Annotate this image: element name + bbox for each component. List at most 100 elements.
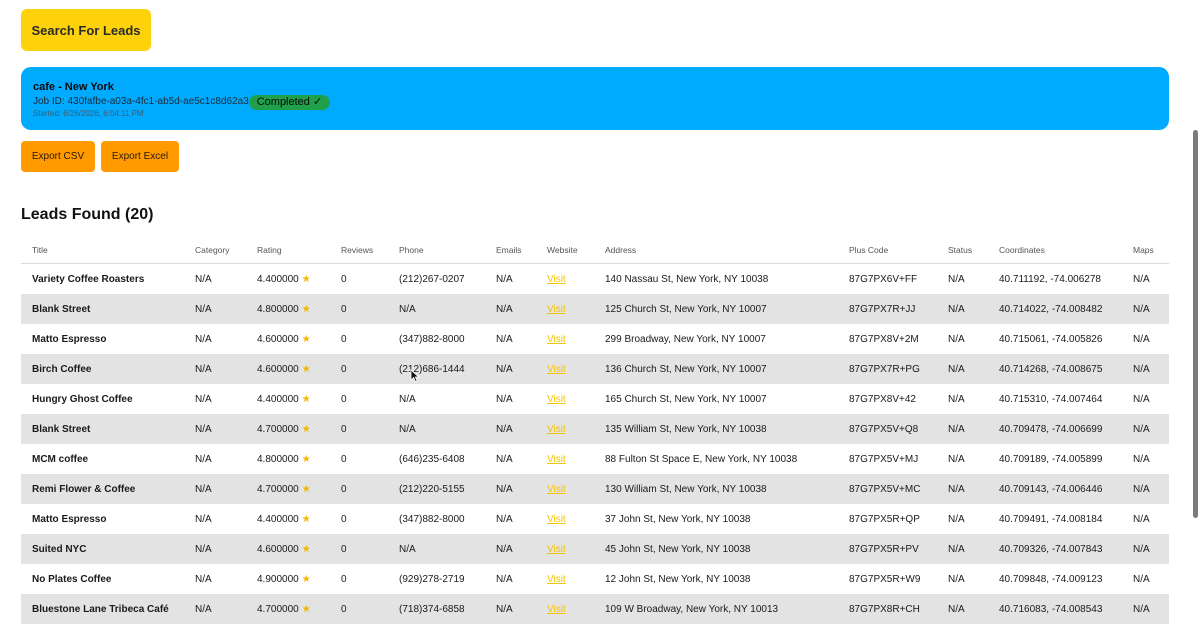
table-row: Blank Street N/A 4.800000 ★ 0 N/A N/A Visit 125 …	[21, 294, 1169, 324]
cell-reviews: 0	[341, 393, 347, 405]
cell-plus-code: 87G7PX7R+PG	[838, 354, 937, 384]
cell-title: Matto Espresso	[32, 513, 107, 525]
cell-plus-code: 87G7PX8V+42	[849, 393, 916, 405]
cell-address: 88 Fulton St Space E, New York, NY 10038	[605, 453, 798, 465]
column-header: Emails	[485, 236, 536, 264]
cell-coordinates: 40.709478, -74.006699	[988, 414, 1122, 444]
cell-phone: (212)220-5155	[388, 474, 485, 504]
scrollbar-thumb[interactable]	[1193, 130, 1198, 518]
cell-title: Matto Espresso	[32, 333, 107, 345]
rating-value: 4.600000	[257, 543, 299, 555]
visit-link[interactable]: Visit	[547, 603, 566, 615]
cell-status: N/A	[937, 354, 988, 384]
table-row: Birch Coffee N/A 4.600000 ★ 0 (212)686-1444 N/…	[21, 354, 1169, 384]
export-excel-button[interactable]: Export Excel	[101, 141, 179, 172]
table-row: MCM coffee N/A 4.800000 ★ 0 (646)235-6408 N/A V…	[21, 444, 1169, 474]
cell-maps: N/A	[1122, 594, 1169, 624]
cell-category: N/A	[195, 513, 212, 525]
cell-coordinates: 40.714268, -74.008675	[988, 354, 1122, 384]
cell-title: Suited NYC	[21, 534, 184, 564]
cell-reviews: 0	[330, 354, 388, 384]
cell-status: N/A	[948, 273, 965, 285]
cell-plus-code: 87G7PX5V+Q8	[838, 414, 937, 444]
visit-link[interactable]: Visit	[547, 453, 566, 465]
leads-table: Title Category Rating Reviews Phone Emails Web…	[21, 236, 1169, 624]
visit-link[interactable]: Visit	[547, 423, 566, 435]
job-id: Job ID: 430fafbe-a03a-4fc1-ab5d-ae5c1c8d…	[33, 96, 249, 107]
column-header: Website	[536, 236, 594, 264]
cell-category: N/A	[195, 393, 212, 405]
visit-link[interactable]: Visit	[547, 363, 566, 375]
cell-reviews: 0	[341, 453, 347, 465]
cell-rating: 4.400000 ★	[246, 384, 330, 414]
cell-rating: 4.600000 ★	[246, 534, 330, 564]
cell-plus-code: 87G7PX5V+MJ	[849, 453, 919, 465]
cell-address: 37 John St, New York, NY 10038	[605, 513, 751, 525]
cell-category: N/A	[184, 354, 246, 384]
cell-category: N/A	[184, 534, 246, 564]
cell-rating: 4.700000 ★	[246, 474, 330, 504]
cell-status: N/A	[937, 294, 988, 324]
column-header: Phone	[388, 236, 485, 264]
cell-category: N/A	[184, 414, 246, 444]
cell-emails: N/A	[496, 273, 513, 285]
cell-phone: (347)882-8000	[399, 333, 465, 345]
cell-emails: N/A	[496, 573, 513, 585]
job-started-time: Started: 6/26/2026, 6:04:11 PM	[33, 109, 144, 118]
cell-coordinates: 40.709326, -74.007843	[988, 534, 1122, 564]
visit-link[interactable]: Visit	[547, 303, 566, 315]
visit-link[interactable]: Visit	[547, 513, 566, 525]
cell-phone: (929)278-2719	[399, 573, 465, 585]
star-icon: ★	[301, 393, 311, 405]
cell-title: Hungry Ghost Coffee	[32, 393, 133, 405]
cell-emails: N/A	[485, 474, 536, 504]
scrollbar[interactable]	[1192, 0, 1200, 630]
cell-address: 299 Broadway, New York, NY 10007	[605, 333, 766, 345]
visit-link[interactable]: Visit	[547, 483, 566, 495]
cell-maps: N/A	[1133, 513, 1150, 525]
rating-value: 4.800000	[257, 303, 299, 315]
star-icon: ★	[301, 603, 311, 615]
cell-reviews: 0	[330, 474, 388, 504]
star-icon: ★	[301, 513, 311, 525]
cell-website: Visit	[536, 564, 594, 594]
cell-title: No Plates Coffee	[32, 573, 112, 585]
visit-link[interactable]: Visit	[547, 543, 566, 555]
cell-reviews: 0	[341, 513, 347, 525]
star-icon: ★	[301, 273, 311, 285]
search-for-leads-button[interactable]: Search For Leads	[21, 9, 151, 51]
cell-website: Visit	[536, 474, 594, 504]
star-icon: ★	[301, 363, 311, 375]
cell-reviews: 0	[330, 294, 388, 324]
cell-website: Visit	[536, 444, 594, 474]
cell-title: Variety Coffee Roasters	[32, 273, 145, 285]
column-header: Maps	[1122, 236, 1169, 264]
mouse-pointer-icon	[410, 369, 420, 383]
visit-link[interactable]: Visit	[547, 573, 566, 585]
cell-rating: 4.600000 ★	[246, 354, 330, 384]
visit-link[interactable]: Visit	[547, 333, 566, 345]
cell-maps: N/A	[1122, 354, 1169, 384]
cell-website: Visit	[536, 264, 594, 295]
cell-emails: N/A	[485, 414, 536, 444]
cell-maps: N/A	[1133, 573, 1150, 585]
column-header: Category	[184, 236, 246, 264]
star-icon: ★	[301, 333, 311, 345]
cell-website: Visit	[536, 294, 594, 324]
star-icon: ★	[301, 303, 311, 315]
cell-maps: N/A	[1122, 534, 1169, 564]
cell-plus-code: 87G7PX6V+FF	[849, 273, 918, 285]
cell-website: Visit	[536, 594, 594, 624]
cell-rating: 4.400000 ★	[246, 264, 330, 295]
visit-link[interactable]: Visit	[547, 393, 566, 405]
cell-plus-code: 87G7PX5R+PV	[838, 534, 937, 564]
cell-phone: (718)374-6858	[388, 594, 485, 624]
rating-value: 4.800000	[257, 453, 299, 465]
column-header: Coordinates	[988, 236, 1122, 264]
visit-link[interactable]: Visit	[547, 273, 566, 285]
cell-coordinates: 40.709189, -74.005899	[999, 453, 1103, 465]
cell-category: N/A	[184, 474, 246, 504]
table-row: Matto Espresso N/A 4.400000 ★ 0 (347)882-8000…	[21, 504, 1169, 534]
export-csv-button[interactable]: Export CSV	[21, 141, 95, 172]
cell-emails: N/A	[496, 333, 513, 345]
